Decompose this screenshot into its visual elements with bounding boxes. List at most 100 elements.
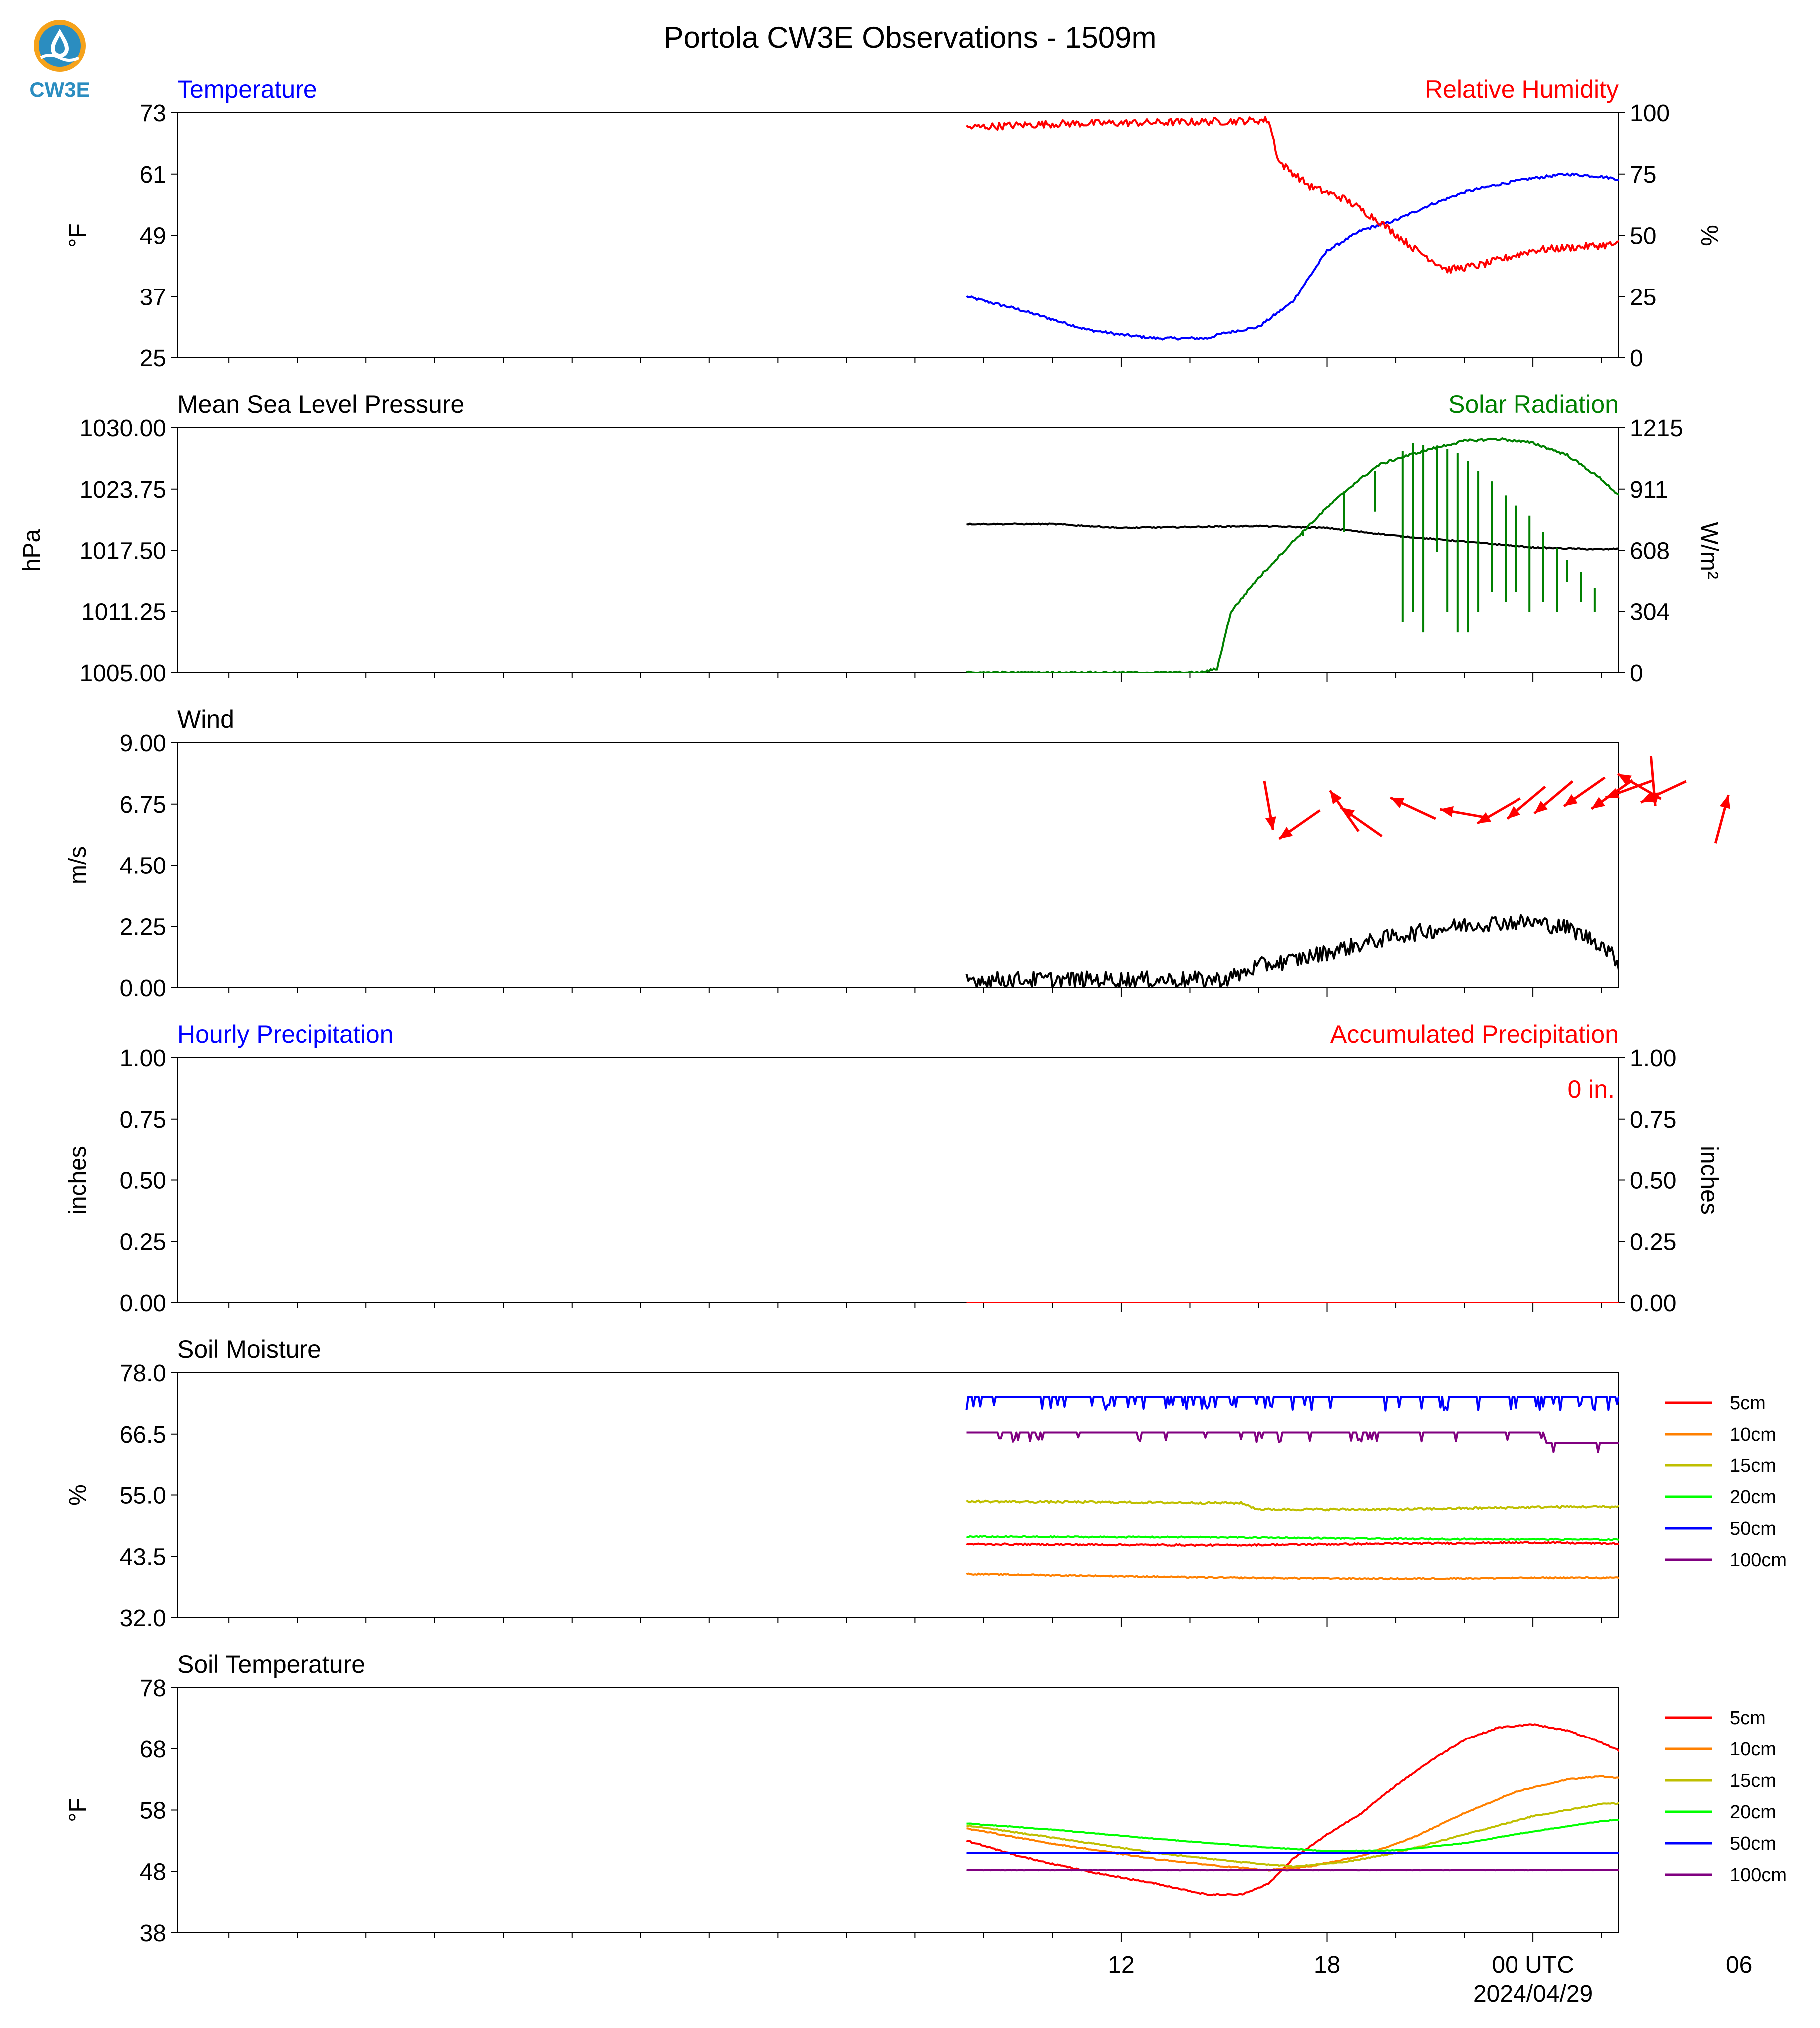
- left-tick-label: 49: [140, 223, 166, 250]
- right-tick-label: 608: [1630, 538, 1670, 565]
- wind-arrow-head: [1341, 807, 1355, 820]
- legend-label: 50cm: [1730, 1833, 1776, 1854]
- left-tick-label: 78: [140, 1675, 166, 1702]
- y-axis-label-left: °F: [65, 223, 91, 248]
- wind-arrow: [1533, 780, 1574, 815]
- y-axis-label-left: °F: [65, 1798, 91, 1822]
- panel-title-right: Relative Humidity: [1425, 75, 1619, 103]
- series-line-wind: [965, 914, 1619, 988]
- y-axis-label-right: W/m²: [1696, 522, 1722, 579]
- right-tick-label: 1.00: [1630, 1045, 1676, 1072]
- cw3e-logo-icon: CW3E: [29, 20, 90, 101]
- legend-label: 5cm: [1730, 1393, 1766, 1414]
- series-line-10cm: [966, 1775, 1619, 1872]
- panel-title-left: Mean Sea Level Pressure: [177, 390, 464, 418]
- wind-arrow: [1714, 794, 1731, 844]
- left-tick-label: 43.5: [120, 1544, 166, 1570]
- right-tick-label: 0.75: [1630, 1107, 1676, 1133]
- legend-label: 15cm: [1730, 1455, 1776, 1476]
- legend-label: 5cm: [1730, 1708, 1766, 1729]
- series-line-15cm: [966, 1802, 1619, 1868]
- y-axis-label-left: inches: [65, 1146, 91, 1215]
- legend-label: 50cm: [1730, 1518, 1776, 1539]
- left-tick-label: 61: [140, 162, 166, 188]
- x-tick-label: 12: [1108, 1952, 1134, 1978]
- legend-label: 100cm: [1730, 1550, 1787, 1571]
- panel-precip: 0.00 0.25 0.50 0.75 1.00 0.00 0.25 0.50 0.75 1.00…: [65, 1020, 1722, 1317]
- legend-item-10cm: 10cm: [1665, 1739, 1776, 1760]
- legend-item-100cm: 100cm: [1665, 1550, 1787, 1571]
- series-line-100cm: [966, 1431, 1619, 1453]
- legend-item-20cm: 20cm: [1665, 1802, 1776, 1823]
- left-tick-label: 25: [140, 345, 166, 372]
- panel-frame: [177, 112, 1619, 358]
- left-tick-label: 68: [140, 1737, 166, 1763]
- legend-item-20cm: 20cm: [1665, 1487, 1776, 1508]
- right-tick-label: 1215: [1630, 415, 1683, 442]
- legend-label: 10cm: [1730, 1739, 1776, 1760]
- left-tick-label: 66.5: [120, 1422, 166, 1448]
- accumulated-precip-value: 0 in.: [1567, 1075, 1615, 1103]
- series-line-15cm: [966, 1499, 1619, 1512]
- legend-item-15cm: 15cm: [1665, 1455, 1776, 1476]
- legend-item-15cm: 15cm: [1665, 1770, 1776, 1791]
- legend-label: 10cm: [1730, 1424, 1776, 1445]
- left-tick-label: 9.00: [120, 730, 166, 757]
- wind-arrow-head: [1605, 788, 1620, 799]
- left-tick-label: 2.25: [120, 914, 166, 940]
- y-axis-label-left: hPa: [19, 529, 45, 572]
- wind-arrow-head: [1279, 827, 1293, 839]
- left-tick-label: 0.00: [120, 975, 166, 1002]
- legend-item-5cm: 5cm: [1665, 1708, 1766, 1729]
- wind-arrow-head: [1591, 797, 1605, 809]
- panel-title-right: Solar Radiation: [1448, 390, 1619, 418]
- wind-arrow-head: [1440, 806, 1454, 817]
- left-tick-label: 1011.25: [81, 599, 166, 625]
- x-tick-label: 06: [1726, 1952, 1752, 1978]
- legend-item-50cm: 50cm: [1665, 1833, 1776, 1854]
- right-tick-label: 304: [1630, 599, 1670, 625]
- left-tick-label: 48: [140, 1859, 166, 1885]
- wind-arrow: [1278, 809, 1321, 840]
- x-date-label: 2024/04/29: [1473, 1981, 1593, 2007]
- series-line-solar-radiation: [966, 437, 1619, 673]
- panel-frame: [177, 742, 1619, 988]
- panel-pressure_solar: 1005.00 1011.25 1017.50 1023.75 1030.00 0 304 6…: [19, 390, 1722, 687]
- panel-soil_temperature: 38 48 58 68 78 Soil Temperature °F 5cm 10cm 15cm 2…: [65, 1650, 1787, 1947]
- series-line-10cm: [966, 1572, 1619, 1581]
- legend-item-100cm: 100cm: [1665, 1865, 1787, 1886]
- panel-title-left: Wind: [177, 705, 234, 733]
- right-tick-label: 0: [1630, 345, 1643, 372]
- series-line-temperature: [966, 172, 1619, 341]
- left-tick-label: 55.0: [120, 1483, 166, 1509]
- right-tick-label: 0: [1630, 660, 1643, 687]
- wind-arrow: [1640, 780, 1687, 804]
- legend-item-5cm: 5cm: [1665, 1393, 1766, 1414]
- right-tick-label: 50: [1630, 223, 1656, 250]
- left-tick-label: 1023.75: [79, 477, 166, 503]
- series-line-20cm: [966, 1535, 1619, 1541]
- left-tick-label: 32.0: [120, 1605, 166, 1632]
- legend-label: 100cm: [1730, 1865, 1787, 1886]
- wind-arrow-head: [1719, 795, 1731, 809]
- wind-arrow-head: [1477, 812, 1492, 824]
- left-tick-label: 1030.00: [79, 415, 166, 442]
- wind-arrow-head: [1641, 792, 1655, 803]
- panel-title-left: Soil Temperature: [177, 1650, 365, 1678]
- series-line-relative-humidity: [966, 116, 1619, 274]
- wind-arrow: [1605, 779, 1653, 799]
- left-tick-label: 0.00: [120, 1290, 166, 1317]
- right-tick-label: 0.00: [1630, 1290, 1676, 1317]
- wind-arrow: [1506, 785, 1546, 820]
- wind-arrow: [1390, 796, 1436, 820]
- right-tick-label: 0.25: [1630, 1229, 1676, 1255]
- legend-item-10cm: 10cm: [1665, 1424, 1776, 1445]
- left-tick-label: 0.25: [120, 1229, 166, 1255]
- x-tick-label: 00 UTC: [1492, 1952, 1574, 1978]
- y-axis-label-right: inches: [1696, 1146, 1722, 1215]
- left-tick-label: 1.00: [120, 1045, 166, 1072]
- panel-soil_moisture: 32.0 43.5 55.0 66.5 78.0 Soil Moisture% 5cm 10c…: [65, 1335, 1787, 1632]
- left-tick-label: 0.75: [120, 1107, 166, 1133]
